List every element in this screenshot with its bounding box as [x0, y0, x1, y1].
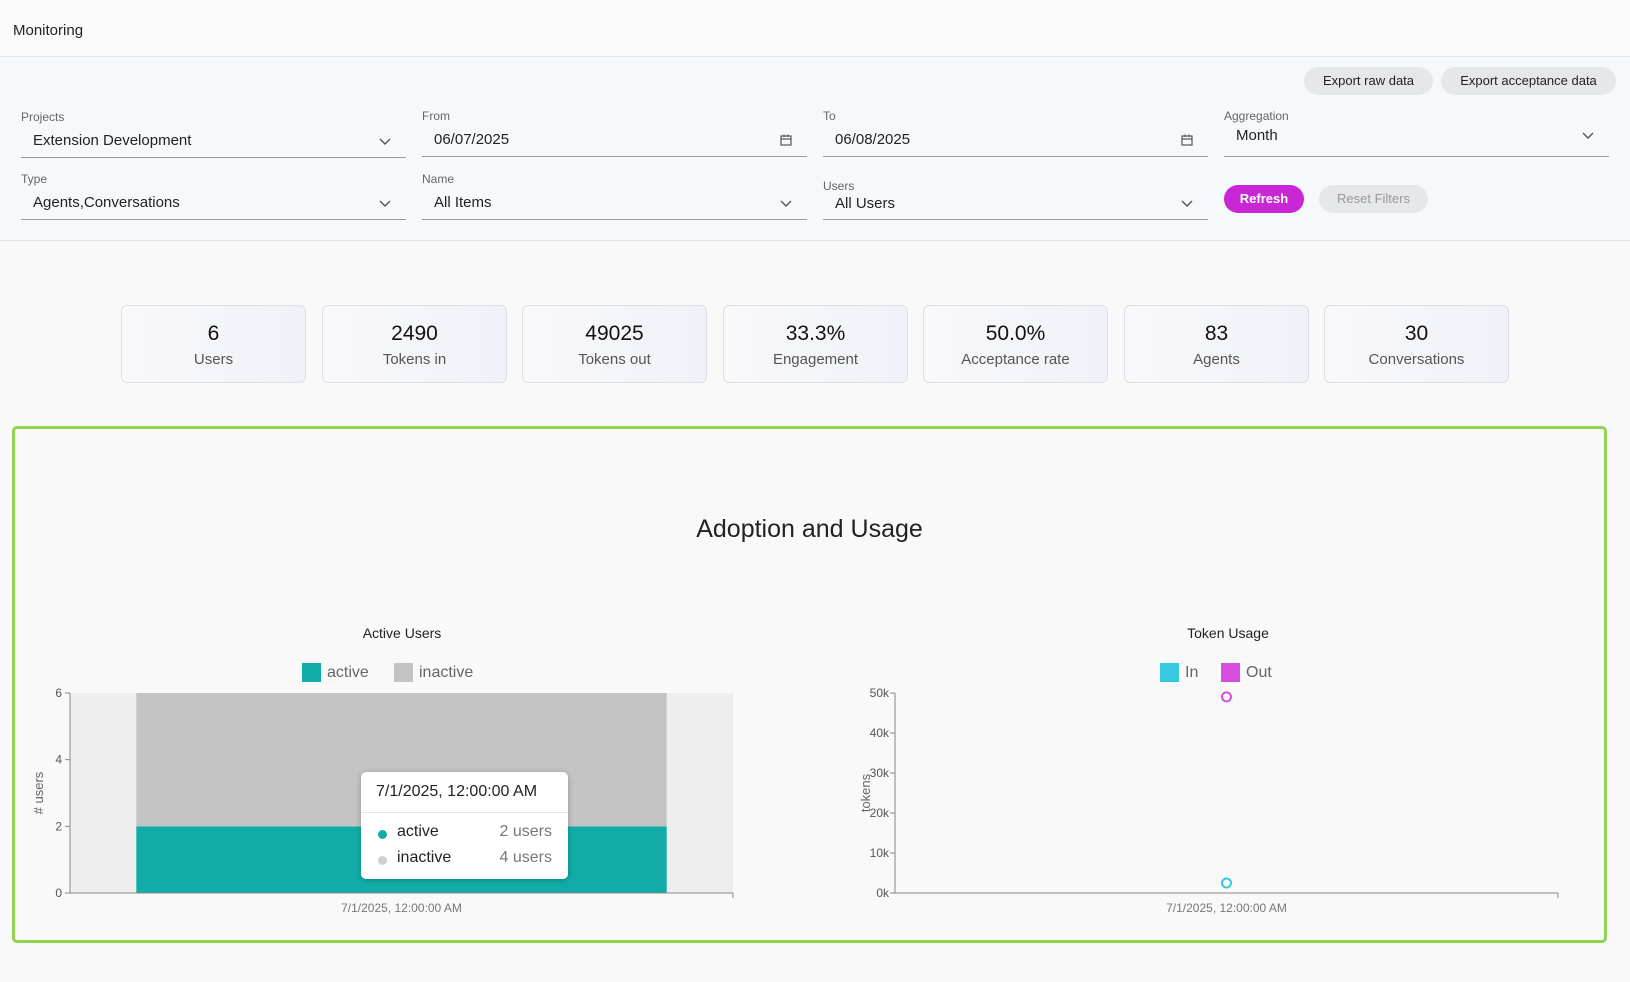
calendar-icon[interactable] [779, 133, 793, 147]
stat-label: Conversations [1368, 351, 1465, 368]
chevron-down-icon [1582, 132, 1594, 139]
stat-value: 83 [1204, 322, 1229, 345]
stat-card-conversations: 30 Conversations [1324, 305, 1509, 383]
name-value: All Items [434, 194, 492, 211]
legend-swatch-inactive[interactable] [394, 663, 413, 682]
y-axis-label: # users [31, 771, 46, 814]
y-tick-label: 4 [55, 753, 62, 767]
y-tick-label: 40k [870, 726, 890, 740]
x-tick-label: 7/1/2025, 12:00:00 AM [341, 901, 462, 915]
top-bar: Monitoring [0, 0, 1630, 57]
y-tick-label: 30k [870, 766, 890, 780]
type-value: Agents,Conversations [33, 194, 180, 211]
y-tick-label: 20k [870, 806, 890, 820]
chevron-down-icon [1181, 200, 1193, 207]
users-select[interactable]: Users All Users [823, 179, 1208, 220]
aggregation-label: Aggregation [1224, 109, 1289, 123]
legend-label-inactive[interactable]: inactive [419, 664, 474, 681]
to-date-field[interactable]: To 06/08/2025 [823, 109, 1208, 157]
tooltip-row-inactive: inactive 4 users [361, 849, 568, 869]
stat-value: 49025 [585, 322, 644, 345]
x-tick-label: 7/1/2025, 12:00:00 AM [1166, 901, 1287, 915]
stat-value: 6 [207, 322, 220, 345]
stat-label: Tokens in [382, 351, 447, 368]
users-value: All Users [835, 195, 896, 212]
stat-label: Tokens out [578, 351, 651, 368]
chart-tooltip: 7/1/2025, 12:00:00 AM active 2 users ina… [361, 772, 568, 879]
legend-swatch-in[interactable] [1160, 663, 1179, 682]
point-out [1221, 691, 1232, 703]
active-dot-icon [378, 830, 387, 839]
from-label: From [422, 109, 450, 123]
stat-label: Users [193, 351, 234, 368]
point-in [1221, 877, 1232, 889]
stat-card-acceptance-rate: 50.0% Acceptance rate [923, 305, 1108, 383]
to-value: 06/08/2025 [835, 131, 911, 148]
legend-swatch-out[interactable] [1221, 663, 1240, 682]
stat-value: 33.3% [785, 322, 846, 345]
tooltip-key: inactive [397, 849, 452, 866]
inactive-dot-icon [378, 856, 387, 865]
export-acceptance-data-button[interactable]: Export acceptance data [1441, 67, 1616, 95]
section-title: Adoption and Usage [696, 515, 923, 543]
y-axis-label: tokens [858, 773, 873, 812]
legend-label-out[interactable]: Out [1246, 664, 1272, 681]
y-tick-label: 6 [55, 686, 62, 700]
tooltip-row-active: active 2 users [361, 823, 568, 843]
tooltip-header: 7/1/2025, 12:00:00 AM [376, 783, 538, 800]
stat-card-tokens-out: 49025 Tokens out [522, 305, 707, 383]
stat-card-tokens-in: 2490 Tokens in [322, 305, 507, 383]
filters-panel: Export raw data Export acceptance data P… [0, 57, 1630, 241]
chevron-down-icon [379, 200, 391, 207]
tooltip-key: active [397, 823, 439, 840]
tooltip-value: 2 users [499, 823, 552, 840]
token-usage-chart-title: Token Usage [1187, 625, 1269, 641]
stat-value: 2490 [391, 322, 438, 345]
stat-value: 30 [1404, 322, 1429, 345]
stat-label: Acceptance rate [961, 351, 1070, 368]
active-users-chart-title: Active Users [362, 625, 442, 641]
reset-filters-button[interactable]: Reset Filters [1319, 185, 1428, 213]
projects-select[interactable]: Projects Extension Development [21, 110, 406, 158]
calendar-icon[interactable] [1180, 133, 1194, 147]
name-label: Name [422, 172, 455, 186]
y-tick-label: 2 [55, 819, 62, 833]
token-usage-chart: 0k 10k 20k 30k 40k 50k tokens 7/1/2025, 12:00:0… [858, 686, 1559, 915]
tooltip-value: 4 users [499, 849, 552, 866]
legend-swatch-active[interactable] [302, 663, 321, 682]
from-value: 06/07/2025 [434, 131, 510, 148]
chevron-down-icon [379, 138, 391, 145]
users-label: Users [823, 179, 855, 193]
stat-card-users: 6 Users [121, 305, 306, 383]
export-raw-data-button[interactable]: Export raw data [1304, 67, 1433, 95]
type-select[interactable]: Type Agents,Conversations [21, 172, 406, 220]
type-label: Type [21, 172, 48, 186]
projects-value: Extension Development [33, 132, 192, 149]
aggregation-value: Month [1236, 127, 1278, 144]
name-select[interactable]: Name All Items [422, 172, 807, 220]
stat-label: Agents [1193, 351, 1240, 368]
stat-label: Engagement [772, 351, 859, 368]
legend-label-active[interactable]: active [327, 664, 369, 681]
refresh-button[interactable]: Refresh [1224, 185, 1304, 213]
chevron-down-icon [780, 200, 792, 207]
stat-value: 50.0% [985, 322, 1046, 345]
page-title: Monitoring [13, 22, 84, 39]
from-date-field[interactable]: From 06/07/2025 [422, 109, 807, 157]
stat-card-engagement: 33.3% Engagement [723, 305, 908, 383]
projects-label: Projects [21, 110, 65, 124]
y-tick-label: 0 [55, 886, 62, 900]
y-tick-label: 50k [870, 686, 890, 700]
to-label: To [823, 109, 836, 123]
y-tick-label: 10k [870, 846, 890, 860]
aggregation-select[interactable]: Aggregation Month [1224, 109, 1609, 157]
y-tick-label: 0k [876, 886, 890, 900]
legend-label-in[interactable]: In [1185, 664, 1199, 681]
stat-card-agents: 83 Agents [1124, 305, 1309, 383]
